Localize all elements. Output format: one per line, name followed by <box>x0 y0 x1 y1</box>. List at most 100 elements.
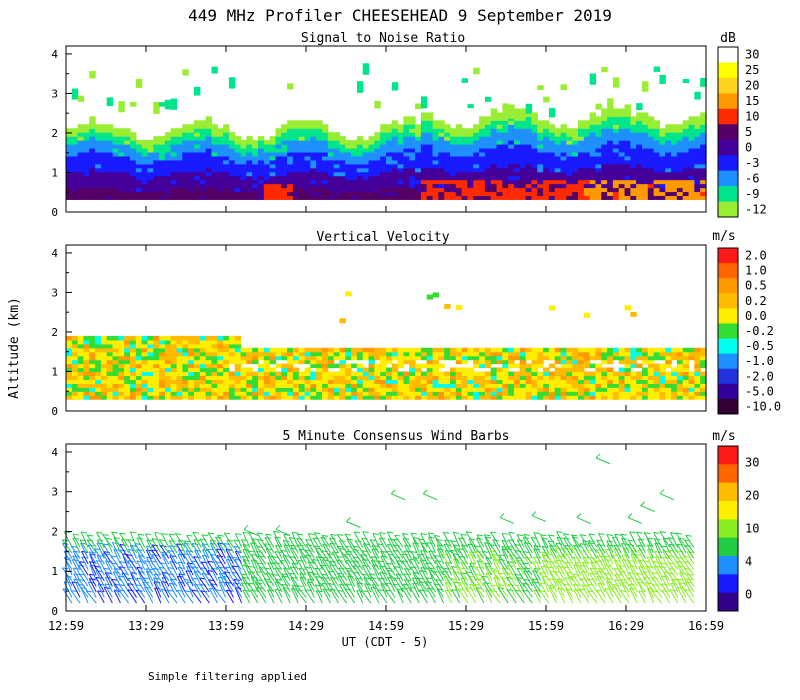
snr-cell <box>496 171 503 177</box>
snr-cell <box>188 175 195 181</box>
vv-cell <box>159 347 166 353</box>
snr-cell <box>554 175 562 181</box>
colorbar-swatch <box>718 248 738 264</box>
vv-cell <box>124 375 131 380</box>
snr-cell <box>531 195 538 200</box>
snr-cell <box>578 128 585 133</box>
snr-cell <box>234 171 242 177</box>
vv-cell <box>118 367 125 373</box>
vv-cell <box>71 347 79 353</box>
wind-barb <box>88 578 97 593</box>
wind-barb-flag <box>89 561 96 564</box>
vv-cell <box>263 379 271 384</box>
snr-cell <box>525 171 533 177</box>
vv-cell <box>636 379 643 384</box>
snr-cell <box>444 147 451 153</box>
snr-cell <box>95 163 102 169</box>
snr-cell <box>438 167 445 173</box>
snr-cell <box>444 128 451 133</box>
snr-cell <box>543 147 550 153</box>
snr-cell <box>240 140 247 145</box>
snr-cell <box>368 167 375 173</box>
snr-cell <box>205 163 213 169</box>
snr-cell <box>327 163 335 169</box>
snr-cell <box>514 116 521 121</box>
vv-cell <box>479 391 486 396</box>
snr-cell <box>176 171 183 177</box>
snr-cell <box>164 144 172 149</box>
wind-barb <box>312 559 323 576</box>
vv-cell <box>118 371 125 377</box>
vv-cell <box>263 387 271 392</box>
wind-barb <box>523 567 533 582</box>
vv-cell <box>461 351 469 357</box>
wind-barb <box>356 590 364 604</box>
vv-cell <box>287 367 294 373</box>
colorbar-swatch <box>718 77 738 94</box>
vv-cell <box>345 371 352 377</box>
snr-cell <box>194 128 201 133</box>
wind-barb-flag <box>476 534 484 537</box>
snr-cell <box>112 179 119 185</box>
wind-barb <box>72 567 81 582</box>
colorbar-swatch <box>718 398 738 415</box>
snr-cell <box>676 187 684 193</box>
snr-cell <box>205 187 213 193</box>
wind-barb <box>226 556 234 570</box>
vv-cell <box>519 347 527 353</box>
vv-cell <box>595 347 602 353</box>
wind-barb <box>217 566 226 582</box>
snr-cell <box>153 147 160 153</box>
vv-cell <box>415 391 422 396</box>
snr-cell <box>409 183 416 189</box>
wind-barb <box>94 548 105 565</box>
snr-cell <box>525 151 533 157</box>
vv-cell <box>490 395 498 400</box>
snr-cell <box>537 132 544 137</box>
wind-barb <box>250 576 259 593</box>
wind-barb <box>201 543 210 559</box>
snr-cell <box>141 183 149 189</box>
snr-cell <box>164 191 172 196</box>
vv-cell <box>130 367 137 373</box>
snr-cell <box>653 128 661 133</box>
vv-cell <box>525 367 533 373</box>
snr-cell <box>659 159 666 165</box>
vv-cell <box>188 363 195 369</box>
wind-barb-flag <box>215 536 222 539</box>
vv-cell <box>240 371 247 377</box>
vv-cell <box>95 359 102 365</box>
vv-cell <box>100 383 108 388</box>
snr-cell <box>327 140 335 145</box>
vv-cell <box>327 371 335 377</box>
snr-cell <box>217 132 224 137</box>
snr-cell <box>124 167 131 173</box>
snr-cell <box>89 120 96 125</box>
snr-cell <box>548 187 556 193</box>
wind-barb <box>507 539 517 554</box>
snr-cell <box>397 136 405 141</box>
snr-cell <box>281 128 288 133</box>
vv-cell <box>368 395 375 400</box>
snr-cell <box>374 195 381 200</box>
wind-barb <box>231 556 243 570</box>
vv-cell <box>95 383 102 388</box>
vv-cell <box>66 343 73 349</box>
vv-cell <box>461 387 469 392</box>
snr-cell <box>269 140 277 145</box>
vv-cell <box>484 383 492 388</box>
vv-cell <box>618 395 626 400</box>
snr-cell <box>671 159 678 165</box>
wind-barb <box>392 550 404 565</box>
snr-cell <box>124 136 131 141</box>
snr-cell <box>211 175 218 181</box>
wind-barb <box>62 588 73 604</box>
snr-cell <box>333 163 341 169</box>
snr-cell <box>514 112 521 117</box>
snr-cell <box>415 191 422 196</box>
snr-cell <box>642 132 649 137</box>
snr-cell <box>438 191 445 196</box>
wind-barb <box>322 557 331 570</box>
snr-cell <box>409 151 416 157</box>
snr-cell <box>199 140 207 145</box>
